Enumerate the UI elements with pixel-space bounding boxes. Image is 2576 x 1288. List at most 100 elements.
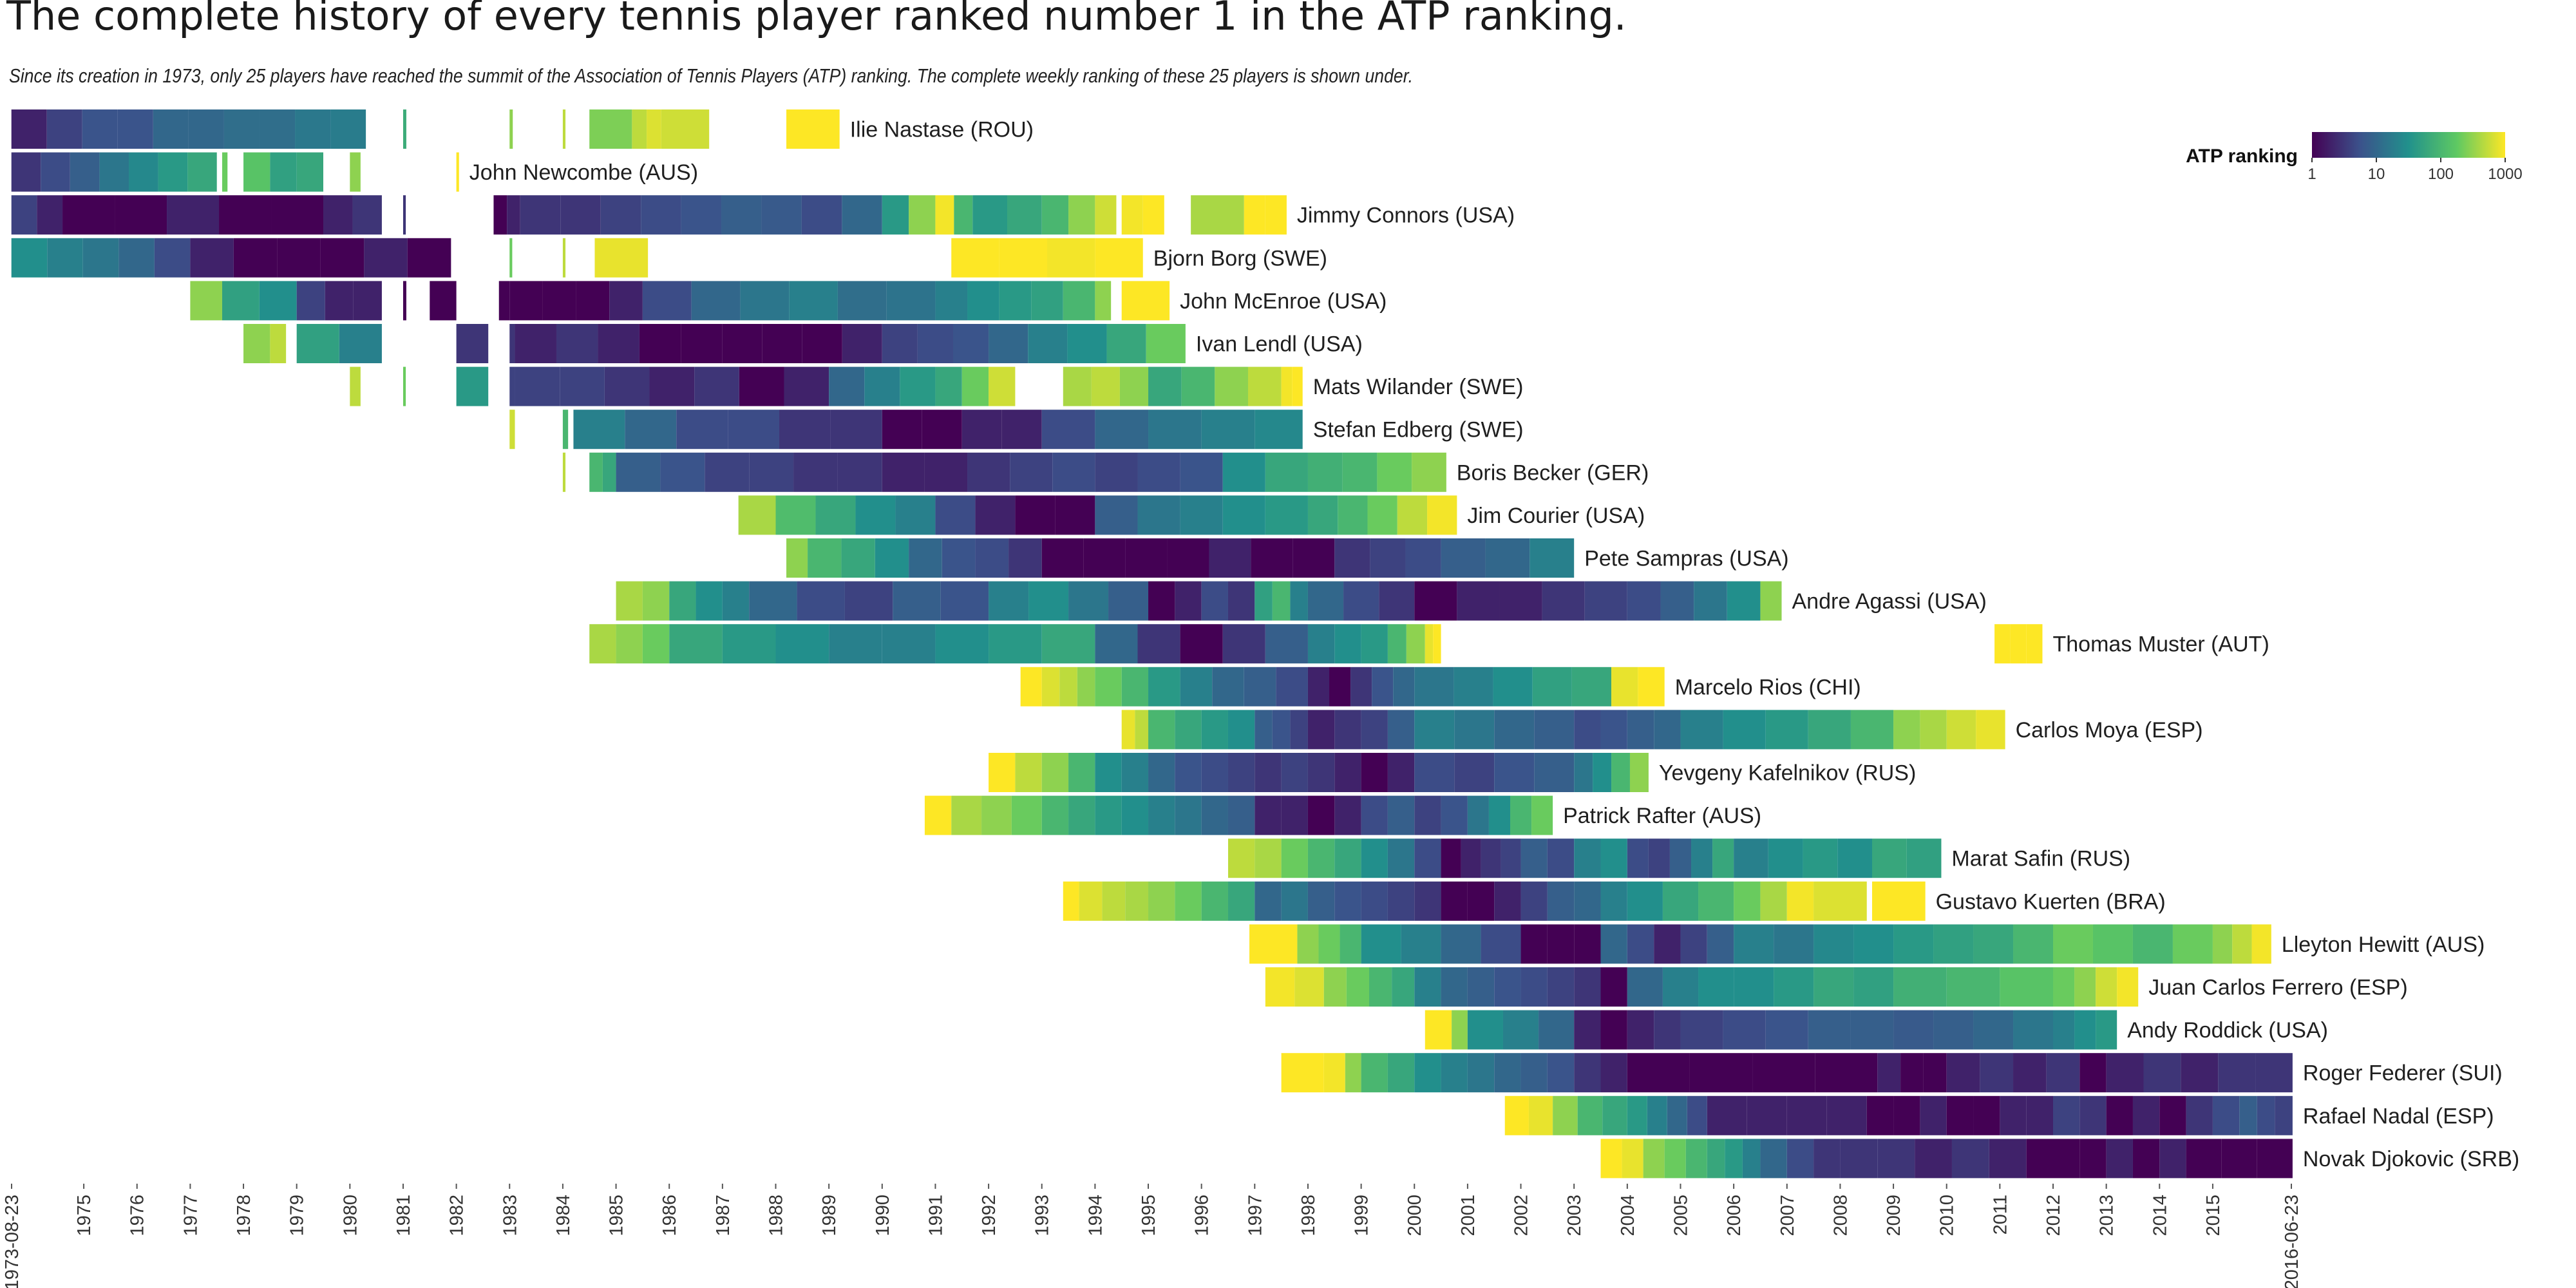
ranking-segment [989,324,1186,363]
ranking-cell [2212,1095,2240,1135]
ranking-cell [1063,881,1079,921]
ranking-cell [961,410,1002,450]
ranking-cell [935,281,968,321]
ranking-cell [1837,838,1872,878]
ranking-cell [1866,1095,1894,1135]
ranking-segment [1574,1010,1681,1050]
ranking-cell [951,238,999,278]
ranking-cell [1041,410,1095,450]
ranking-cell [37,195,63,235]
x-tick-label: 2014 [2150,1195,2170,1236]
ranking-cell [1175,881,1202,921]
ranking-cell [498,281,510,321]
player-label: Ivan Lendl (USA) [1196,332,1363,357]
ranking-segment [562,452,566,492]
ranking-cell [2132,1139,2160,1179]
ranking-segment [1387,624,1425,664]
ranking-cell [556,324,598,363]
ranking-segment [829,366,936,406]
ranking-cell [350,366,361,406]
ranking-segment [786,538,808,578]
ranking-cell [975,495,1016,535]
ranking-cell [128,152,158,192]
ranking-cell [562,238,566,278]
ranking-cell [1068,581,1109,621]
ranking-cell [740,281,790,321]
ranking-cell [1600,967,1627,1007]
ranking-cell [2106,1053,2144,1093]
ranking-cell [1041,795,1069,835]
ranking-cell [2132,924,2173,964]
ranking-cell [1227,753,1255,792]
ranking-segment [1994,624,2043,664]
player-label: Andy Roddick (USA) [2127,1018,2328,1043]
ranking-cell [1994,624,2011,664]
ranking-cell [11,195,37,235]
ranking-cell [1946,967,2000,1007]
ranking-cell [1148,753,1175,792]
ranking-segment [1361,924,1521,964]
ranking-cell [2026,624,2043,664]
ranking-cell [1068,795,1095,835]
ranking-cell [1900,1053,1924,1093]
ranking-cell [1222,495,1265,535]
ranking-cell [598,324,639,363]
ranking-segment [1893,710,1947,750]
ranking-cell [1574,1010,1601,1050]
ranking-segment [1095,495,1308,535]
ranking-cell [681,324,723,363]
ranking-cell [270,324,287,363]
ranking-cell [1638,667,1665,706]
ranking-cell [1574,753,1593,792]
ranking-cell [762,324,802,363]
ranking-cell [576,281,610,321]
ranking-cell [1414,838,1441,878]
ranking-segment [1441,538,1575,578]
ranking-cell [1467,1053,1495,1093]
ranking-cell [2079,1139,2107,1179]
ranking-segment [2053,1095,2160,1135]
ranking-cell [509,366,515,406]
x-tick-label: 2013 [2097,1195,2117,1236]
ranking-cell [801,195,842,235]
ranking-cell [1342,452,1378,492]
ranking-cell [1307,838,1335,878]
ranking-cell [1467,881,1495,921]
ranking-cell [749,581,797,621]
ranking-segment [2106,1053,2293,1093]
ranking-cell [1307,624,1335,664]
ranking-cell [1600,1139,1622,1179]
ranking-segment [1015,753,1095,792]
player-row [562,452,1446,492]
ranking-segment [1148,710,1255,750]
ranking-cell [924,452,968,492]
x-tick-label: 2010 [1937,1195,1958,1236]
x-tick-label: 1973-08-23 [2,1195,23,1288]
ranking-segment [594,238,649,278]
ranking-cell [1201,881,1228,921]
x-tick-label: 1987 [713,1195,734,1236]
ranking-cell [1534,710,1575,750]
ranking-segment [1734,881,1814,921]
ranking-segment [1946,1053,2080,1093]
ranking-cell [815,495,856,535]
ranking-segment [1574,753,1649,792]
ranking-cell [775,624,829,664]
x-tick-label: 2005 [1671,1195,1692,1236]
x-tick-label: 1989 [819,1195,840,1236]
ranking-cell [1345,1053,1361,1093]
ranking-cell [1648,838,1670,878]
ranking-segment [1946,1095,2053,1135]
player-label: Pete Sampras (USA) [1584,547,1788,571]
ranking-segment [1265,967,1324,1007]
ranking-cell [1600,838,1627,878]
legend-tick-label: 100 [2428,166,2454,183]
ranking-cell [1680,710,1723,750]
ranking-segment [1611,667,1665,706]
ranking-cell [1622,1139,1643,1179]
ranking-cell [604,366,650,406]
ranking-cell [1627,1095,1647,1135]
player-label: Juan Carlos Ferrero (ESP) [2148,976,2407,1000]
ranking-cell [1146,324,1186,363]
ranking-cell [639,324,681,363]
